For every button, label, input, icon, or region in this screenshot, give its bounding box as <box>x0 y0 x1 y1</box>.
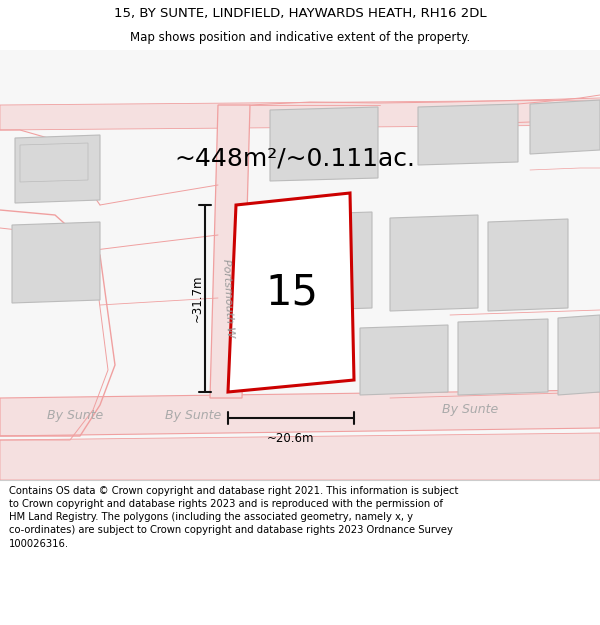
Polygon shape <box>210 105 250 398</box>
Text: ~31.7m: ~31.7m <box>191 275 203 322</box>
Text: By Sunte: By Sunte <box>47 409 103 421</box>
Polygon shape <box>458 319 548 395</box>
Polygon shape <box>0 390 600 436</box>
Text: ~448m²/~0.111ac.: ~448m²/~0.111ac. <box>175 146 415 170</box>
Text: ~20.6m: ~20.6m <box>267 432 315 445</box>
Polygon shape <box>270 107 378 181</box>
Polygon shape <box>0 100 600 130</box>
Polygon shape <box>0 433 600 480</box>
Polygon shape <box>15 135 100 203</box>
Text: By Sunte: By Sunte <box>165 409 221 421</box>
Text: Contains OS data © Crown copyright and database right 2021. This information is : Contains OS data © Crown copyright and d… <box>9 486 458 549</box>
Polygon shape <box>418 104 518 165</box>
Text: 15, BY SUNTE, LINDFIELD, HAYWARDS HEATH, RH16 2DL: 15, BY SUNTE, LINDFIELD, HAYWARDS HEATH,… <box>113 8 487 21</box>
Text: Map shows position and indicative extent of the property.: Map shows position and indicative extent… <box>130 31 470 44</box>
Polygon shape <box>12 222 100 303</box>
Polygon shape <box>228 193 354 392</box>
Polygon shape <box>280 212 372 311</box>
Text: By Sunte: By Sunte <box>442 404 498 416</box>
Polygon shape <box>558 315 600 395</box>
Polygon shape <box>488 219 568 311</box>
Polygon shape <box>390 215 478 311</box>
Polygon shape <box>20 143 88 182</box>
Polygon shape <box>0 50 600 480</box>
Polygon shape <box>360 325 448 395</box>
Text: 15: 15 <box>265 271 319 314</box>
Text: Portsmouth W: Portsmouth W <box>221 258 235 338</box>
Polygon shape <box>530 100 600 154</box>
